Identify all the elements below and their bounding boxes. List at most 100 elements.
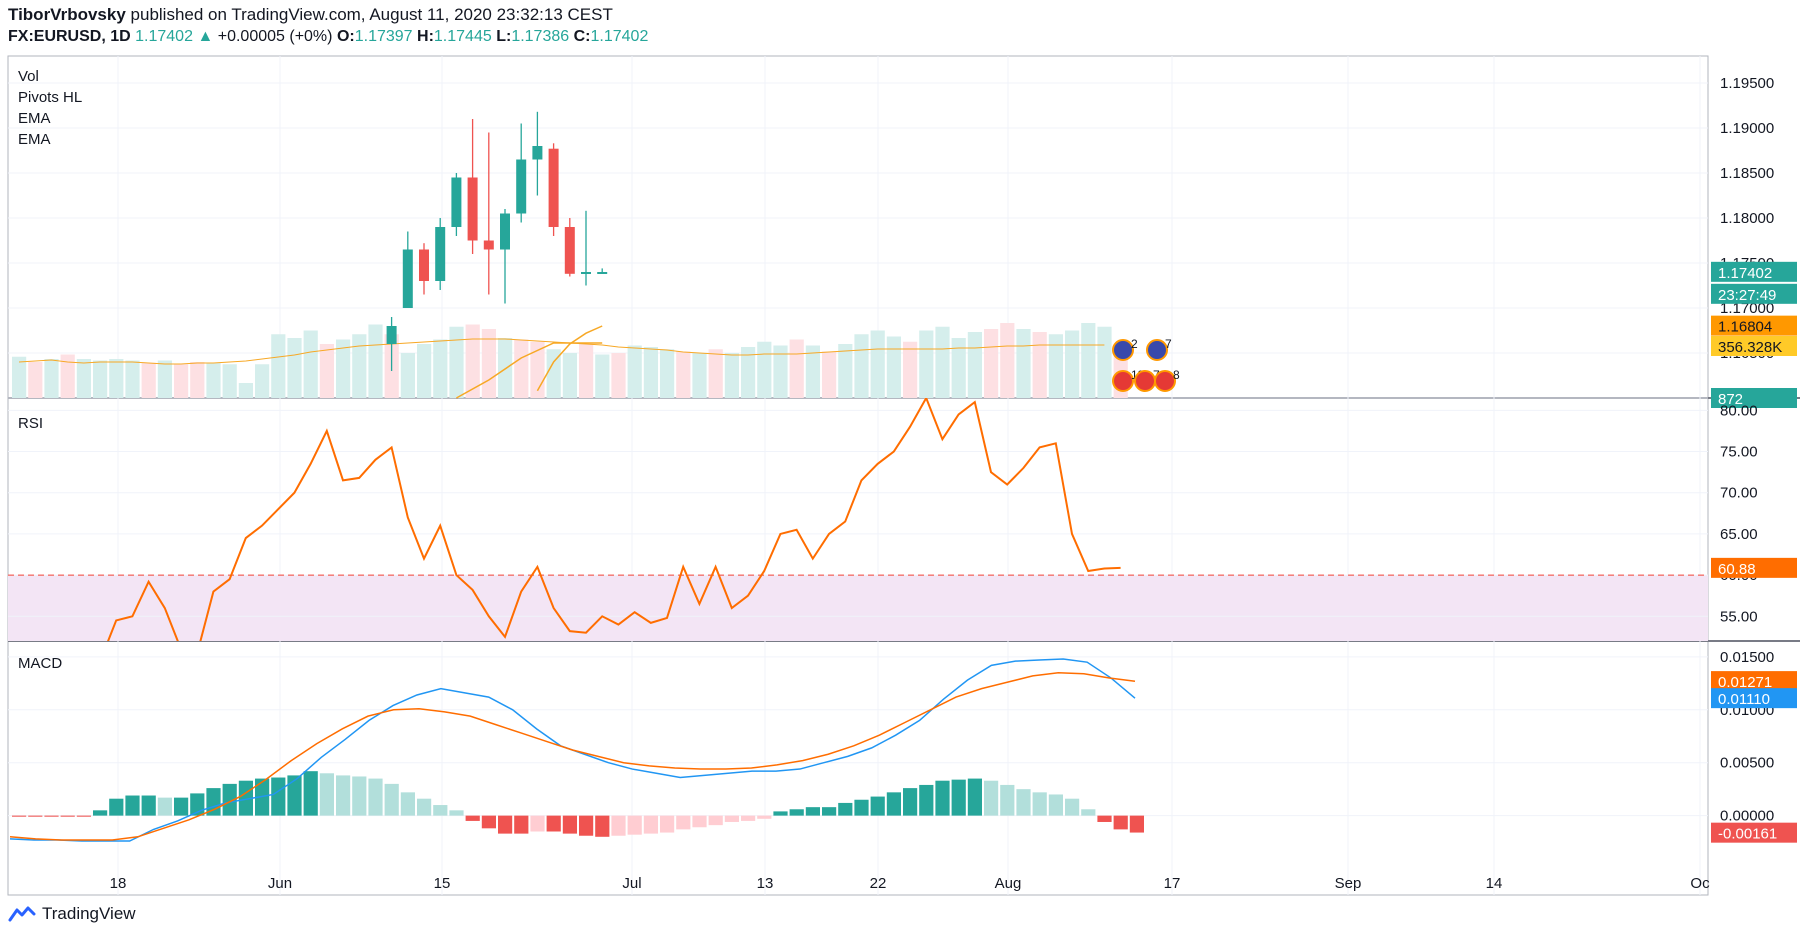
volume-bar (951, 338, 966, 398)
volume-bar (1097, 326, 1112, 398)
volume-bar (222, 364, 237, 398)
macd-histogram-bar (1016, 789, 1031, 816)
volume-bar (676, 351, 691, 398)
x-tick-label: Jul (622, 875, 641, 892)
legend-macd[interactable]: MACD (18, 655, 63, 672)
eu-event-icon: 2 (1112, 337, 1138, 361)
macd-histogram-bar (1000, 784, 1015, 816)
volume-bar (708, 349, 723, 398)
macd-histogram-bar (546, 815, 561, 832)
macd-histogram-bar (1097, 815, 1112, 822)
macd-hist-tag: -0.00161 (1711, 822, 1797, 843)
macd-histogram-bar (854, 799, 869, 816)
macd-histogram-bar (449, 810, 464, 816)
svg-text:356.328K: 356.328K (1718, 339, 1782, 356)
volume-bar (838, 344, 853, 398)
svg-text:872: 872 (1718, 391, 1743, 408)
candle-body (516, 159, 527, 214)
volume-bar (579, 344, 594, 398)
volume-bar (238, 383, 253, 398)
candle-body (581, 272, 591, 274)
macd-histogram-bar (238, 780, 253, 816)
volume-bar (822, 351, 837, 398)
candle-body (435, 227, 446, 281)
rsi-band (8, 575, 1708, 641)
volume-bar (319, 344, 334, 398)
volume-bar (417, 344, 432, 398)
tradingview-logo[interactable]: TradingView (8, 904, 136, 924)
symbol-label[interactable]: FX:EURUSD, 1D (8, 28, 131, 45)
candle-body (386, 326, 397, 344)
author-name[interactable]: TiborVrbovsky (8, 5, 126, 24)
signal-line (9, 671, 1136, 841)
macd-histogram-bar (271, 777, 286, 816)
macd-histogram-bar (838, 802, 853, 816)
macd-histogram-bar (222, 783, 237, 816)
macd-histogram-bar (870, 796, 885, 816)
macd-histogram-bar (319, 773, 334, 816)
macd-histogram-bar (60, 815, 75, 817)
candle-body (597, 272, 608, 274)
x-tick-label: 17 (1164, 875, 1181, 892)
macd-histogram-bar (1081, 809, 1096, 816)
volume-bottom-tag: 872 (1711, 388, 1797, 408)
macd-histogram-bar (514, 815, 529, 834)
macd-histogram-bar (352, 776, 367, 816)
volume-bar (805, 345, 820, 398)
macd-histogram-bar (498, 815, 513, 834)
volume-bar (660, 349, 675, 398)
open-label: O: (336, 28, 355, 45)
volume-bar (1000, 323, 1015, 398)
legend-ema-2[interactable]: EMA (18, 131, 51, 148)
macd-histogram-bar (368, 778, 383, 816)
macd-histogram-bar (741, 815, 756, 821)
macd-histogram-bar (1032, 792, 1047, 816)
close-value: 1.17402 (590, 28, 649, 45)
legend-rsi[interactable]: RSI (18, 415, 44, 432)
volume-bar (157, 360, 172, 398)
volume-bar (352, 334, 367, 398)
macd-histogram-bar (465, 815, 480, 821)
volume-bar (336, 339, 351, 398)
macd-histogram-bar (724, 815, 739, 822)
legend-ema-1[interactable]: EMA (18, 110, 51, 127)
macd-histogram-bar (967, 778, 982, 816)
volume-bar (125, 360, 140, 398)
macd-value-tag: 0.01110 (1711, 688, 1797, 709)
volume-bar (903, 341, 918, 398)
volume-bar (627, 345, 642, 398)
volume-bar (611, 353, 626, 398)
time-tag: 23:27:49 (1711, 283, 1797, 304)
svg-text:7: 7 (1165, 337, 1172, 351)
candle-body (467, 177, 478, 241)
volume-bar (368, 324, 383, 398)
macd-histogram-bar (676, 815, 691, 830)
svg-text:1.16804: 1.16804 (1718, 319, 1772, 336)
candle-body (483, 240, 494, 250)
macd-histogram-bar (141, 795, 156, 816)
macd-tick-label: 0.01500 (1720, 649, 1774, 666)
macd-histogram-bar (805, 807, 820, 816)
macd-histogram-bar (1113, 815, 1128, 830)
macd-histogram-bar (643, 815, 658, 834)
rsi-tag: 60.88 (1711, 557, 1797, 578)
legend-pivots[interactable]: Pivots HL (18, 89, 83, 106)
macd-histogram-bar (951, 779, 966, 816)
macd-histogram-bar (384, 783, 399, 816)
volume-bar (692, 353, 707, 398)
price-tick-label: 1.19000 (1720, 120, 1774, 137)
x-tick-label: 22 (870, 875, 887, 892)
candle-body (419, 249, 429, 281)
volume-bar (773, 345, 788, 398)
volume-bar (109, 359, 124, 398)
macd-histogram-bar (627, 815, 642, 835)
legend-vol[interactable]: Vol (18, 68, 39, 85)
volume-bar (919, 330, 934, 398)
volume-bar (1081, 323, 1096, 398)
volume-bar (76, 359, 91, 398)
publish-line: TiborVrbovsky published on TradingView.c… (8, 5, 613, 25)
ohlc-line: FX:EURUSD, 1D 1.17402 ▲ +0.00005 (+0%) O… (8, 28, 648, 46)
volume-bar (757, 341, 772, 398)
volume-bar (643, 347, 658, 398)
